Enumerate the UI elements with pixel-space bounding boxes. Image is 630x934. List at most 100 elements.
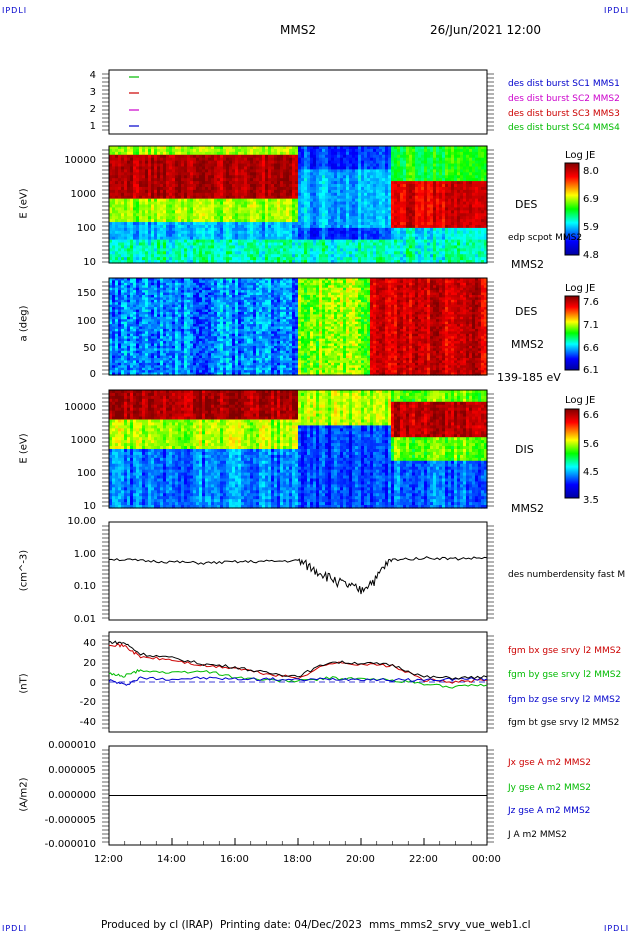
density-ytick: 0.10 <box>73 581 96 592</box>
des-pitch-ytick: 50 <box>83 343 96 354</box>
time-tick-label: 14:00 <box>157 854 186 865</box>
density-ytick: 1.00 <box>73 549 96 560</box>
footer-printing-date: Printing date: 04/Dec/2023 <box>220 919 362 931</box>
des-energy-overlay-label: edp scpot MMS2 <box>508 233 583 243</box>
des-energy-spectrogram <box>109 146 488 264</box>
colorbars <box>564 162 580 499</box>
des-pitch-side-label-2: MMS2 <box>511 338 544 351</box>
des-energy-cbar-tick: 5.9 <box>583 222 599 233</box>
des-pitch-ytick: 150 <box>76 288 96 299</box>
dis-energy-ytick: 100 <box>76 468 96 479</box>
bfield-ytick: 0 <box>89 678 96 689</box>
footer-produced-by: Produced by cl (IRAP) <box>101 919 214 931</box>
des-pitch-side-label: DES <box>515 305 538 318</box>
bfield-bz-line <box>108 676 488 686</box>
des-pitch-spectrogram <box>109 278 488 376</box>
bfield-ylabel: (nT) <box>18 673 30 694</box>
bfield-bx-line <box>108 643 488 684</box>
dis-energy-cbar-tick: 4.5 <box>583 467 599 478</box>
sc-ytick-4: 4 <box>89 70 96 81</box>
des-pitch-ytick: 0 <box>89 369 96 380</box>
des-energy-colorbar-title: Log JE <box>565 150 596 161</box>
des-pitch-colorbar <box>564 295 580 371</box>
des-pitch-panel-frame <box>108 277 488 376</box>
sc-legend-mms4: des dist burst SC4 MMS4 <box>508 123 620 133</box>
bfield-legend-by: fgm by gse srvy l2 MMS2 <box>508 670 622 680</box>
current-ytick: 0.000010 <box>48 740 96 751</box>
bfield-ytick: -20 <box>79 697 96 708</box>
dis-energy-cbar-tick: 3.5 <box>583 495 599 506</box>
bfield-ytick: 20 <box>83 658 96 669</box>
current-ytick: -0.000005 <box>44 815 96 826</box>
sc-legend-mms2: des dist burst SC2 MMS2 <box>508 94 620 104</box>
des-energy-side-label: DES <box>515 198 538 211</box>
dis-energy-ytick: 10000 <box>64 402 96 413</box>
current-legend-jy: Jy gse A m2 MMS2 <box>508 783 591 793</box>
bfield-bt-line <box>108 640 488 680</box>
line-plots <box>108 76 488 796</box>
density-legend: des numberdensity fast M <box>508 570 626 580</box>
des-energy-ylabel: E (eV) <box>18 188 30 219</box>
bfield-ytick: -40 <box>79 717 96 728</box>
spacecraft-panel-frame <box>108 69 488 135</box>
current-ytick: -0.000010 <box>44 839 96 850</box>
des-pitch-cbar-tick: 7.1 <box>583 320 599 331</box>
sc-ytick-1: 1 <box>89 121 96 132</box>
dis-energy-panel-frame <box>108 389 488 509</box>
des-energy-ytick: 10 <box>83 257 96 268</box>
sc-legend-mms3: des dist burst SC3 MMS3 <box>508 109 620 119</box>
corner-label-top-left: IPDLI <box>2 6 28 15</box>
sc-legend-mms1: des dist burst SC1 MMS1 <box>508 79 620 89</box>
des-pitch-bottom-label: 139-185 eV <box>497 371 561 384</box>
dis-energy-side-label: DIS <box>515 443 534 456</box>
bfield-legend-bz: fgm bz gse srvy l2 MMS2 <box>508 695 621 705</box>
page-title: MMS2 <box>280 23 316 37</box>
des-pitch-cbar-tick: 6.6 <box>583 343 599 354</box>
dis-energy-ytick: 1000 <box>70 435 96 446</box>
des-pitch-cbar-tick: 7.6 <box>583 297 599 308</box>
des-pitch-ylabel: a (deg) <box>18 305 30 342</box>
footer-filename: mms_mms2_srvy_vue_web1.cl <box>369 919 531 931</box>
density-panel-frame <box>108 521 488 621</box>
current-ylabel: (A/m2) <box>18 777 30 812</box>
density-ytick: 0.01 <box>73 614 96 625</box>
des-energy-colorbar <box>564 162 580 256</box>
bfield-ytick: 40 <box>83 638 96 649</box>
des-energy-bottom-label: MMS2 <box>511 258 544 271</box>
des-pitch-ytick: 100 <box>76 316 96 327</box>
des-energy-cbar-tick: 8.0 <box>583 166 599 177</box>
spectrogram-layer <box>109 146 488 509</box>
bfield-legend-bt: fgm bt gse srvy l2 MMS2 <box>508 718 620 728</box>
density-ylabel: (cm^-3) <box>18 549 30 592</box>
des-pitch-colorbar-title: Log JE <box>565 283 596 294</box>
time-tick-label: 12:00 <box>94 854 123 865</box>
time-tick-label: 20:00 <box>346 854 375 865</box>
current-ytick: 0.000005 <box>48 765 96 776</box>
dis-energy-colorbar-title: Log JE <box>565 395 596 406</box>
page-datetime: 26/Jun/2021 12:00 <box>430 23 542 37</box>
density-ytick: 10.00 <box>67 516 96 527</box>
corner-label-bottom-right: IPDLI <box>604 924 630 933</box>
corner-label-top-right: IPDLI <box>604 6 630 15</box>
des-energy-ytick: 1000 <box>70 189 96 200</box>
des-energy-cbar-tick: 4.8 <box>583 250 599 261</box>
dis-energy-colorbar <box>564 408 580 499</box>
des-energy-ytick: 100 <box>76 223 96 234</box>
dis-energy-cbar-tick: 6.6 <box>583 410 599 421</box>
density-series-line <box>108 556 488 595</box>
sc-ytick-2: 2 <box>89 104 96 115</box>
dis-energy-spectrogram <box>109 390 488 509</box>
current-legend-jz: Jz gse A m2 MMS2 <box>508 806 591 816</box>
dis-energy-cbar-tick: 5.6 <box>583 439 599 450</box>
dis-energy-ytick: 10 <box>83 501 96 512</box>
dis-energy-ylabel: E (eV) <box>18 433 30 464</box>
corner-label-bottom-left: IPDLI <box>2 924 28 933</box>
sc-ytick-3: 3 <box>89 87 96 98</box>
current-ytick: 0.000000 <box>48 790 96 801</box>
time-tick-label: 00:00 <box>472 854 501 865</box>
time-tick-label: 22:00 <box>409 854 438 865</box>
des-energy-ytick: 10000 <box>64 155 96 166</box>
current-legend-j: J A m2 MMS2 <box>508 830 567 840</box>
time-tick-label: 16:00 <box>220 854 249 865</box>
